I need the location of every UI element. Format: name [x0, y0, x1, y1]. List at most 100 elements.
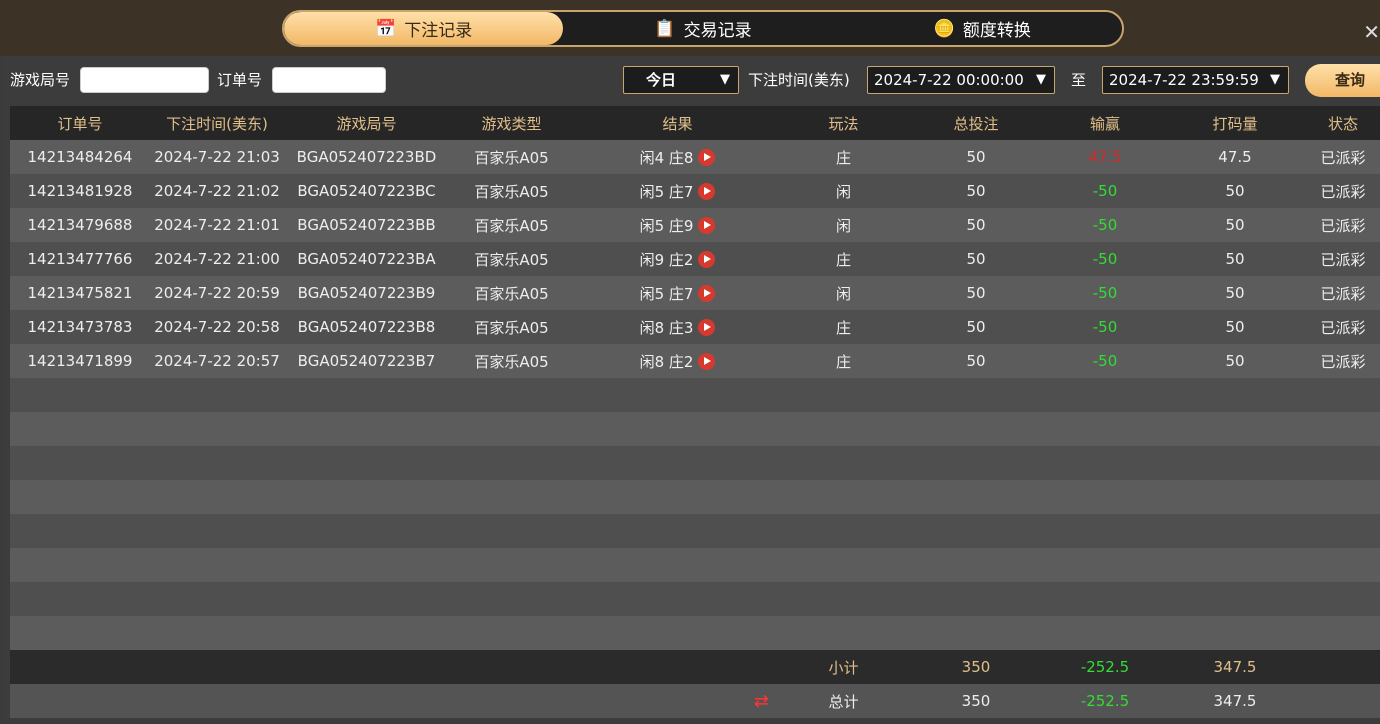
- column-header: 打码量: [1212, 114, 1258, 133]
- cell-text: 闲8 庄3: [639, 318, 694, 337]
- cell: 已派彩: [1306, 283, 1380, 304]
- cell: 50: [906, 284, 1046, 302]
- game-round-input[interactable]: [80, 67, 209, 93]
- start-time-select[interactable]: 2024-7-22 00:00:00 ▼: [867, 66, 1055, 94]
- cell: -50: [1046, 250, 1164, 268]
- cell: BGA052407223B7: [284, 352, 449, 370]
- cell: 百家乐A05: [449, 181, 574, 202]
- tab-credit-transfer[interactable]: 🪙 额度转换: [843, 12, 1122, 45]
- cell-text: 47.5: [1088, 148, 1122, 166]
- total-row: ⇄ 总计 350 -252.5 347.5: [10, 684, 1380, 718]
- cell: 百家乐A05: [449, 283, 574, 304]
- cell: -50: [1046, 216, 1164, 234]
- total-label: 总计: [828, 692, 859, 711]
- cell: 50: [906, 318, 1046, 336]
- tab-bet-records[interactable]: 📅 下注记录: [284, 12, 564, 45]
- empty-row: [10, 616, 1380, 650]
- order-input[interactable]: [272, 67, 386, 93]
- cell-text: 闲9 庄2: [639, 250, 694, 269]
- play-replay-icon[interactable]: [698, 318, 716, 336]
- cell: 庄: [781, 317, 906, 338]
- table-row: 14213475821 2024-7-22 20:59 BGA052407223B9…: [10, 276, 1380, 310]
- cell-text: 50: [966, 148, 986, 166]
- cell: 闲: [781, 215, 906, 236]
- cell: 50: [906, 250, 1046, 268]
- empty-row: [10, 582, 1380, 616]
- cell: 50: [906, 216, 1046, 234]
- cell: 闲4 庄8: [574, 147, 781, 168]
- total-bet: 350: [961, 692, 991, 710]
- cell: BGA052407223BB: [284, 216, 449, 234]
- top-bar: 📅 下注记录 📋 交易记录 🪙 额度转换 ✕: [0, 0, 1380, 56]
- cell: 2024-7-22 20:58: [150, 318, 284, 336]
- query-button[interactable]: 查询: [1305, 64, 1380, 97]
- end-time-select[interactable]: 2024-7-22 23:59:59 ▼: [1102, 66, 1289, 94]
- cell-text: 闲8 庄2: [639, 352, 694, 371]
- empty-row: [10, 514, 1380, 548]
- cell-text: 闲: [835, 182, 851, 201]
- play-replay-icon[interactable]: [698, 148, 716, 166]
- cell-text: 14213481928: [27, 182, 133, 200]
- cell-text: -50: [1092, 284, 1118, 302]
- cell-text: 2024-7-22 20:57: [154, 352, 280, 370]
- play-replay-icon[interactable]: [698, 284, 716, 302]
- play-replay-icon[interactable]: [698, 352, 716, 370]
- column-header: 玩法: [828, 114, 859, 133]
- cell-text: 已派彩: [1320, 250, 1366, 269]
- cell-text: 50: [1225, 216, 1245, 234]
- cell: 百家乐A05: [449, 249, 574, 270]
- cell: 2024-7-22 20:59: [150, 284, 284, 302]
- cell: BGA052407223BD: [284, 148, 449, 166]
- cell: 50: [1164, 182, 1306, 200]
- cell: 47.5: [1164, 148, 1306, 166]
- cell-text: 闲5 庄9: [639, 216, 694, 235]
- cell: 14213481928: [10, 182, 150, 200]
- period-select[interactable]: 今日 ▼: [623, 66, 739, 94]
- cell-text: 2024-7-22 21:01: [154, 216, 280, 234]
- start-time-value: 2024-7-22 00:00:00: [874, 71, 1024, 89]
- cell: 50: [906, 352, 1046, 370]
- to-label: 至: [1071, 71, 1087, 89]
- total-turnover: 347.5: [1213, 692, 1257, 710]
- cell-text: -50: [1092, 352, 1118, 370]
- cell: -50: [1046, 182, 1164, 200]
- cell-text: 50: [1225, 352, 1245, 370]
- cell-text: -50: [1092, 216, 1118, 234]
- cell-text: 闲4 庄8: [639, 148, 694, 167]
- close-icon[interactable]: ✕: [1363, 20, 1380, 44]
- cell-text: 50: [966, 250, 986, 268]
- cell: 50: [906, 148, 1046, 166]
- cell: 已派彩: [1306, 249, 1380, 270]
- play-replay-icon[interactable]: [698, 250, 716, 268]
- cell: 庄: [781, 249, 906, 270]
- cell: 2024-7-22 21:03: [150, 148, 284, 166]
- cell-text: 14213477766: [27, 250, 133, 268]
- tab-transaction-records[interactable]: 📋 交易记录: [563, 12, 842, 45]
- table-row: 14213471899 2024-7-22 20:57 BGA052407223B7…: [10, 344, 1380, 378]
- cell-text: 已派彩: [1320, 182, 1366, 201]
- subtotal-label: 小计: [828, 658, 859, 677]
- column-header: 状态: [1327, 114, 1358, 133]
- table-row: 14213484264 2024-7-22 21:03 BGA052407223BD…: [10, 140, 1380, 174]
- cell: 闲9 庄2: [574, 249, 781, 270]
- bet-time-label: 下注时间(美东): [748, 71, 850, 89]
- cell: 百家乐A05: [449, 147, 574, 168]
- table-header: 订单号 下注时间(美东) 游戏局号 游戏类型 结果 玩法 总投注 输赢 打码量 状态: [10, 106, 1380, 140]
- refresh-icon[interactable]: ⇄: [753, 690, 769, 712]
- cell: 14213475821: [10, 284, 150, 302]
- play-replay-icon[interactable]: [698, 216, 716, 234]
- tab-bar: 📅 下注记录 📋 交易记录 🪙 额度转换: [282, 10, 1124, 47]
- chevron-down-icon: ▼: [1270, 72, 1280, 87]
- cell-text: 庄: [835, 250, 851, 269]
- cell: 2024-7-22 21:00: [150, 250, 284, 268]
- column-header: 游戏类型: [481, 114, 542, 133]
- cell: BGA052407223BC: [284, 182, 449, 200]
- play-replay-icon[interactable]: [698, 182, 716, 200]
- chevron-down-icon: ▼: [1036, 72, 1046, 87]
- cell: 2024-7-22 21:01: [150, 216, 284, 234]
- cell: BGA052407223B8: [284, 318, 449, 336]
- cell-text: 50: [966, 182, 986, 200]
- cell: 闲5 庄9: [574, 215, 781, 236]
- cell: 14213471899: [10, 352, 150, 370]
- game-round-label: 游戏局号: [10, 71, 71, 89]
